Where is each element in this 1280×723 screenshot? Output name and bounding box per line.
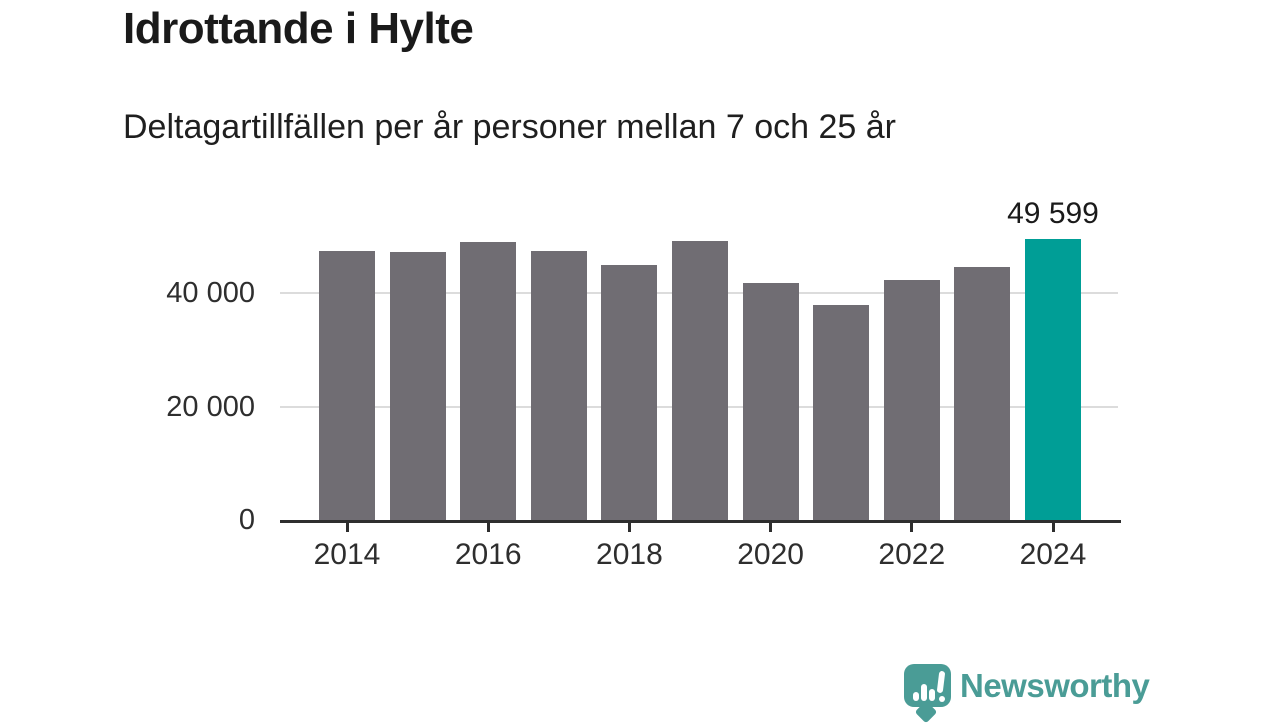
bar-2023 <box>954 266 1011 520</box>
x-tick-label-2014: 2014 <box>313 538 381 571</box>
bar-2017 <box>530 250 587 520</box>
x-tick-label-2020: 2020 <box>737 538 804 571</box>
bar-2015 <box>389 252 446 520</box>
x-tick-2020 <box>769 523 773 532</box>
newsworthy-wordmark: Newsworthy <box>960 667 1150 704</box>
logo-mini-bar <box>921 684 927 701</box>
bar-2016 <box>460 241 517 520</box>
chart-subtitle: Deltagartillfällen per år personer mella… <box>123 108 896 146</box>
bar-2020 <box>742 282 799 520</box>
x-tick-label-2016: 2016 <box>454 538 522 571</box>
y-tick-label-20000: 20 000 <box>166 390 255 423</box>
x-tick-label-2018: 2018 <box>596 538 663 571</box>
x-tick-2024 <box>1051 523 1055 532</box>
bar-2019 <box>672 240 728 520</box>
x-axis-line <box>280 520 1121 523</box>
logo-exclamation-icon <box>936 670 946 694</box>
y-tick-label-0: 0 <box>238 504 255 536</box>
x-tick-2014 <box>345 523 349 532</box>
logo-mini-bar <box>929 689 935 701</box>
y-tick-label-40000: 40 000 <box>166 277 255 310</box>
bar-2021 <box>813 304 870 520</box>
chart-title: Idrottande i Hylte <box>123 4 474 53</box>
bar-2022 <box>883 279 940 520</box>
x-tick-label-2024: 2024 <box>1019 538 1087 571</box>
logo-exclamation-dot <box>939 696 945 702</box>
x-tick-2022 <box>910 523 914 532</box>
bar-chart-speech-bubble-icon <box>904 664 951 723</box>
bar-2018 <box>601 264 658 520</box>
x-tick-label-2022: 2022 <box>878 538 946 571</box>
bar-2014 <box>319 251 375 520</box>
logo-mini-bar <box>913 692 919 701</box>
x-tick-2018 <box>627 523 631 532</box>
newsworthy-logo: Newsworthy <box>903 660 1163 723</box>
bar-2024 <box>1025 238 1081 520</box>
x-tick-2016 <box>486 523 490 532</box>
highlight-value-label: 49 599 <box>1007 196 1099 230</box>
